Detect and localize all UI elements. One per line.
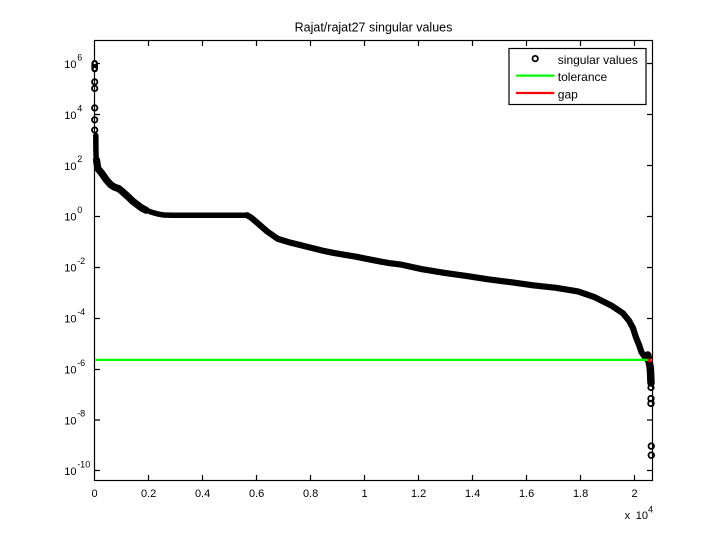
svg-text:2: 2 [77, 154, 82, 164]
svg-text:10: 10 [64, 466, 76, 478]
svg-text:10: 10 [64, 415, 76, 427]
svg-text:1.6: 1.6 [519, 488, 534, 500]
svg-text:gap: gap [558, 88, 578, 102]
svg-text:10: 10 [64, 59, 76, 71]
svg-text:0.6: 0.6 [249, 488, 264, 500]
svg-text:-6: -6 [77, 358, 85, 368]
svg-text:tolerance: tolerance [558, 70, 608, 84]
svg-text:6: 6 [77, 52, 82, 62]
svg-text:0: 0 [77, 205, 82, 215]
svg-text:10: 10 [64, 263, 76, 275]
svg-text:0.4: 0.4 [195, 488, 210, 500]
svg-text:0.8: 0.8 [303, 488, 318, 500]
svg-text:-4: -4 [77, 307, 85, 317]
svg-text:1.4: 1.4 [465, 488, 480, 500]
svg-text:x: x [625, 510, 631, 522]
svg-text:2: 2 [632, 488, 638, 500]
svg-text:Rajat/rajat27 singular values: Rajat/rajat27 singular values [295, 21, 453, 35]
svg-text:0.2: 0.2 [141, 488, 156, 500]
svg-text:10: 10 [64, 110, 76, 122]
svg-text:-8: -8 [77, 409, 85, 419]
svg-text:4: 4 [648, 504, 653, 514]
svg-text:10: 10 [64, 364, 76, 376]
svg-text:4: 4 [77, 103, 82, 113]
svg-text:0: 0 [92, 488, 98, 500]
svg-text:singular values: singular values [558, 53, 638, 67]
svg-text:10: 10 [64, 161, 76, 173]
svg-text:10: 10 [636, 510, 648, 522]
svg-text:-10: -10 [77, 460, 90, 470]
svg-text:1: 1 [362, 488, 368, 500]
svg-text:1.2: 1.2 [411, 488, 426, 500]
svg-text:-2: -2 [77, 256, 85, 266]
svg-text:1.8: 1.8 [573, 488, 588, 500]
svg-text:10: 10 [64, 314, 76, 326]
svg-text:10: 10 [64, 212, 76, 224]
